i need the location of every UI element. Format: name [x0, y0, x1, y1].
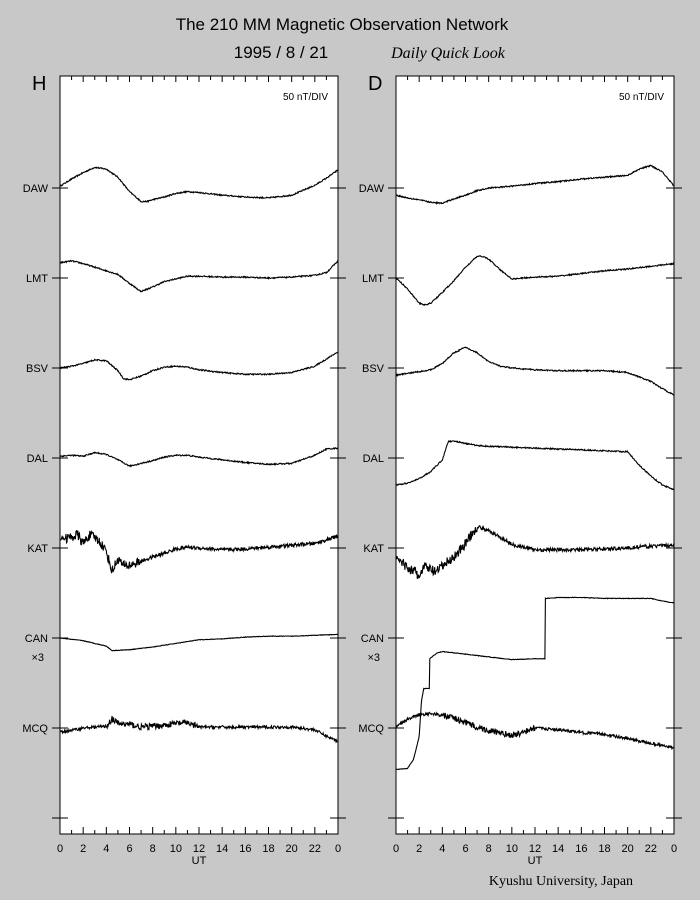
x-tick-label: 2 [80, 843, 86, 855]
panel-h [52, 75, 346, 835]
station-label: DAL [27, 453, 48, 465]
panel-d [388, 75, 682, 835]
station-label: LMT [362, 273, 384, 285]
panel-letter: H [32, 73, 46, 95]
x-tick-label: 14 [216, 843, 228, 855]
page-title: The 210 MM Magnetic Observation Network [176, 15, 509, 34]
x-axis-label: UT [192, 855, 207, 867]
x-tick-label: 10 [506, 843, 518, 855]
trace-d-bsv [395, 346, 675, 396]
plot-frame [395, 75, 675, 835]
trace-h-bsv [59, 351, 339, 381]
x-tick-label: 12 [193, 843, 205, 855]
x-axis-label: UT [528, 855, 543, 867]
x-tick-label: 12 [529, 843, 541, 855]
station-label: BSV [26, 363, 49, 375]
station-label: BSV [362, 363, 385, 375]
plot-frame [59, 75, 339, 835]
trace-h-dal [59, 447, 339, 468]
subtitle: Daily Quick Look [390, 45, 506, 62]
x-tick-label: 2 [416, 843, 422, 855]
trace-h-daw [59, 166, 339, 203]
x-tick-label: 20 [622, 843, 634, 855]
station-label: KAT [27, 543, 48, 555]
station-label: LMT [26, 273, 48, 285]
x-tick-label: 8 [486, 843, 492, 855]
trace-h-kat [59, 529, 339, 574]
footer-credit: Kyushu University, Japan [489, 874, 633, 889]
date-label: 1995 / 8 / 21 [234, 43, 329, 62]
x-tick-label: 8 [150, 843, 156, 855]
panel-letter: D [368, 73, 382, 95]
station-label: CAN [361, 633, 384, 645]
x-tick-label: 4 [103, 843, 109, 855]
trace-h-lmt [59, 259, 339, 293]
x-tick-label: 16 [575, 843, 587, 855]
trace-d-lmt [395, 255, 675, 307]
x-tick-label: 18 [598, 843, 610, 855]
trace-d-kat [395, 524, 675, 580]
x-tick-label: 6 [462, 843, 468, 855]
x-tick-label: 10 [170, 843, 182, 855]
trace-h-mcq [59, 715, 339, 744]
trace-d-can [395, 596, 675, 771]
x-tick-label: 0 [393, 843, 399, 855]
station-label: MCQ [22, 723, 48, 735]
x-tick-label: 0 [671, 843, 677, 855]
station-label: MCQ [358, 723, 384, 735]
x-tick-label: 22 [309, 843, 321, 855]
x-tick-label: 0 [57, 843, 63, 855]
station-note: ×3 [31, 652, 44, 664]
scale-label: 50 nT/DIV [619, 92, 664, 103]
trace-h-can [59, 633, 338, 652]
scale-label: 50 nT/DIV [283, 92, 328, 103]
trace-d-daw [395, 164, 675, 205]
station-label: DAW [359, 183, 385, 195]
station-label: CAN [25, 633, 48, 645]
station-label: DAL [363, 453, 384, 465]
station-label: KAT [363, 543, 384, 555]
x-tick-label: 0 [335, 843, 341, 855]
x-tick-label: 20 [286, 843, 298, 855]
x-tick-label: 14 [552, 843, 564, 855]
x-tick-label: 4 [439, 843, 445, 855]
x-tick-label: 18 [262, 843, 274, 855]
x-tick-label: 6 [126, 843, 132, 855]
trace-d-dal [395, 439, 675, 491]
x-tick-label: 22 [645, 843, 657, 855]
station-note: ×3 [367, 652, 380, 664]
station-label: DAW [23, 183, 49, 195]
trace-d-mcq [395, 711, 675, 751]
x-tick-label: 16 [239, 843, 251, 855]
